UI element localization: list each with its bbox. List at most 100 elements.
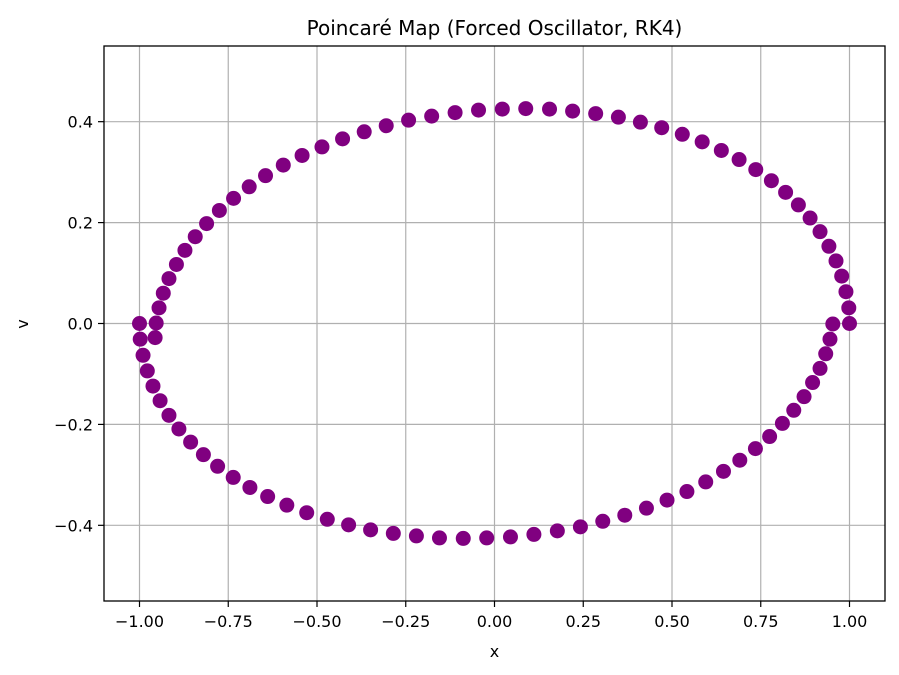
data-point <box>161 271 177 287</box>
data-point <box>638 500 654 516</box>
data-point <box>155 285 171 301</box>
data-point <box>195 447 211 463</box>
data-point <box>135 347 151 363</box>
data-point <box>526 526 542 542</box>
data-point <box>241 179 257 195</box>
data-point <box>494 101 510 117</box>
data-point <box>632 114 648 130</box>
y-tick-label: −0.2 <box>54 415 93 434</box>
data-point <box>588 106 604 122</box>
x-tick-label: −0.50 <box>292 612 341 631</box>
data-point <box>132 316 147 331</box>
data-points <box>132 101 857 546</box>
data-point <box>542 101 558 117</box>
data-point <box>356 124 372 140</box>
data-point <box>748 162 764 178</box>
data-point <box>183 434 199 450</box>
data-point <box>610 109 626 125</box>
data-point <box>378 118 394 134</box>
data-point <box>818 346 834 362</box>
data-point <box>479 530 495 546</box>
data-point <box>161 407 177 423</box>
data-point <box>335 131 351 147</box>
data-point <box>447 105 463 121</box>
data-point <box>679 484 695 500</box>
data-point <box>674 126 690 142</box>
x-tick-label: 0.50 <box>654 612 690 631</box>
y-axis-ticks: −0.4 −0.2 0.0 0.2 0.4 <box>54 113 104 535</box>
y-tick-label: −0.4 <box>54 516 93 535</box>
data-point <box>549 523 565 539</box>
y-axis-label: v <box>13 319 32 328</box>
data-point <box>455 530 471 546</box>
x-axis-ticks: −1.00 −0.75 −0.50 −0.25 0.00 0.25 0.50 0.75 1.00 <box>115 601 867 631</box>
data-point <box>572 519 588 535</box>
data-point <box>786 402 802 418</box>
data-point <box>242 479 258 495</box>
data-point <box>774 415 790 431</box>
data-point <box>805 375 821 391</box>
data-point <box>258 168 274 184</box>
data-point <box>790 197 806 213</box>
data-point <box>828 253 844 269</box>
data-point <box>778 184 794 200</box>
x-tick-label: 0.25 <box>565 612 601 631</box>
data-point <box>565 103 581 119</box>
data-point <box>314 139 330 155</box>
data-point <box>177 242 193 258</box>
data-point <box>698 474 714 490</box>
data-point <box>199 216 215 232</box>
y-tick-label: 0.4 <box>68 113 93 132</box>
data-point <box>715 463 731 479</box>
y-tick-label: 0.0 <box>68 315 93 334</box>
data-point <box>152 393 168 409</box>
x-tick-label: 0.00 <box>477 612 513 631</box>
data-point <box>825 316 841 332</box>
data-point <box>424 108 440 124</box>
data-point <box>431 530 447 546</box>
data-point <box>145 378 161 394</box>
x-tick-label: −1.00 <box>115 612 164 631</box>
x-tick-label: 1.00 <box>832 612 868 631</box>
data-point <box>471 102 487 118</box>
y-tick-label: 0.2 <box>68 214 93 233</box>
data-point <box>187 229 203 245</box>
data-point <box>319 511 335 527</box>
data-point <box>731 152 747 168</box>
x-tick-label: −0.25 <box>381 612 430 631</box>
data-point <box>341 517 357 533</box>
x-tick-label: −0.75 <box>204 612 253 631</box>
data-point <box>171 421 187 437</box>
data-point <box>654 120 670 136</box>
data-point <box>132 331 148 347</box>
data-point <box>822 331 838 347</box>
data-point <box>834 268 850 284</box>
data-point <box>226 190 242 206</box>
data-point <box>713 142 729 158</box>
data-point <box>659 492 675 508</box>
data-point <box>210 458 226 474</box>
data-point <box>747 441 763 457</box>
data-point <box>518 101 534 117</box>
data-point <box>385 525 401 541</box>
x-tick-label: 0.75 <box>743 612 779 631</box>
data-point <box>294 147 310 163</box>
data-point <box>812 360 828 376</box>
x-axis-label: x <box>490 642 499 661</box>
chart-title: Poincaré Map (Forced Oscillator, RK4) <box>307 16 683 40</box>
data-point <box>401 112 417 128</box>
data-point <box>225 469 241 485</box>
grid <box>104 46 885 601</box>
data-point <box>812 224 828 240</box>
data-point <box>763 173 779 189</box>
data-point <box>139 363 155 379</box>
data-point <box>502 529 518 545</box>
data-point <box>842 316 857 331</box>
data-point <box>762 429 778 445</box>
data-point <box>838 284 854 300</box>
data-point <box>841 300 857 316</box>
data-point <box>796 389 812 405</box>
data-point <box>694 134 710 150</box>
data-point <box>595 513 611 529</box>
